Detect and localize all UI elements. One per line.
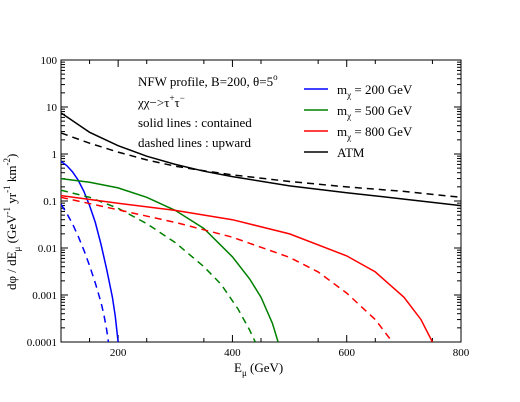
annotation-channel: χχ−>τ+τ− bbox=[137, 93, 185, 110]
axis-ticks: 200 400 600 800 0.0001 0.001 0.01 0.1 1 10 100 bbox=[27, 55, 470, 359]
series-line-m500-solid bbox=[61, 177, 279, 342]
y-tick-label: 100 bbox=[41, 55, 58, 67]
annotation-solid-note: solid lines : contained bbox=[138, 115, 252, 130]
legend-label-m200: mχ = 200 GeV bbox=[337, 82, 413, 100]
x-tick-label: 400 bbox=[224, 347, 241, 359]
legend-label-atm: ATM bbox=[337, 145, 365, 160]
x-tick-label: 200 bbox=[110, 347, 127, 359]
legend: mχ = 200 GeV mχ = 500 GeV mχ = 800 GeV ATM bbox=[304, 82, 413, 160]
y-tick-label: 1 bbox=[52, 149, 58, 161]
y-tick-label: 0.001 bbox=[32, 290, 57, 302]
x-tick-label: 800 bbox=[453, 347, 470, 359]
y-tick-label: 0.0001 bbox=[27, 337, 57, 349]
x-tick-label: 600 bbox=[338, 347, 355, 359]
y-tick-label: 0.1 bbox=[43, 196, 57, 208]
series-line-m200-solid bbox=[61, 160, 119, 342]
legend-label-m800: mχ = 800 GeV bbox=[337, 124, 413, 142]
y-axis-label: dφ / dEμ (GeV-1 yr-1 km-2) bbox=[2, 154, 22, 290]
series-line-m800-dashed bbox=[61, 196, 393, 342]
y-tick-label: 10 bbox=[46, 102, 58, 114]
annotation-profile: NFW profile, B=200, θ=5o bbox=[138, 72, 278, 89]
series-line-m200-dashed bbox=[61, 203, 110, 342]
legend-label-m500: mχ = 500 GeV bbox=[337, 103, 413, 121]
series-layer bbox=[61, 112, 461, 342]
series-line-m500-dashed bbox=[61, 189, 256, 342]
series-line-m800-solid bbox=[61, 194, 434, 342]
series-line-atm-dashed bbox=[61, 132, 461, 199]
annotation-dashed-note: dashed lines : upward bbox=[138, 135, 252, 150]
x-axis-label: Eμ (GeV) bbox=[234, 360, 283, 378]
y-tick-label: 0.01 bbox=[38, 243, 57, 255]
